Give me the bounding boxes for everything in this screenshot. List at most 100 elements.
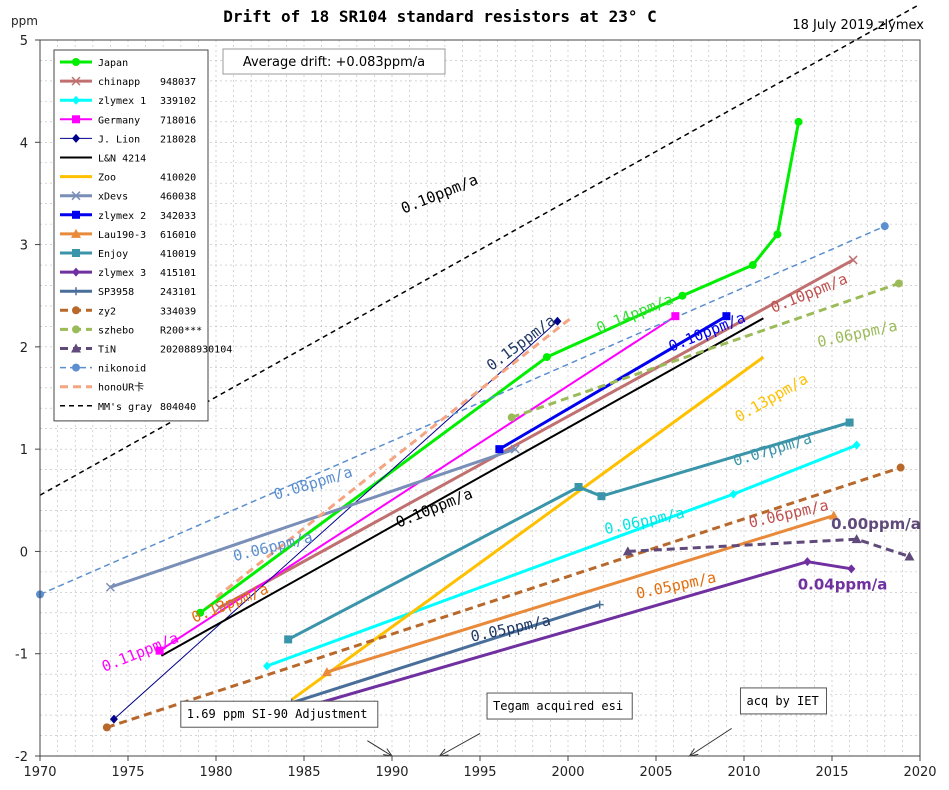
legend-code: 342033: [160, 211, 196, 222]
data-point: [748, 261, 757, 270]
legend-entry: Germany 718016: [60, 115, 196, 126]
data-point: [794, 117, 803, 126]
arrow-head: [688, 748, 699, 757]
x-tick-label: 2010: [727, 765, 760, 780]
legend-name: TiN: [98, 345, 116, 356]
data-point: [880, 222, 889, 231]
data-point: [803, 557, 812, 567]
legend-entry: SP3958 243101: [60, 287, 196, 298]
data-point: [214, 603, 225, 613]
data-point: [678, 291, 687, 300]
annotation: 1.69 ppm SI-90 Adjustment: [180, 700, 394, 757]
legend-name: SP3958: [98, 287, 134, 298]
legend-entry: TiN 202088930104: [60, 343, 232, 356]
rate-label: 0.06ppm/a: [603, 504, 686, 539]
series-line-0: [199, 121, 801, 615]
y-tick-label: -1: [15, 648, 28, 663]
legend-name: J. Lion: [98, 134, 140, 145]
y-tick-label: 5: [20, 34, 28, 49]
legend-marker: [72, 363, 80, 372]
legend-name: Japan: [98, 58, 128, 69]
legend-entry: zlymex 1 339102: [60, 95, 196, 107]
data-point: [851, 534, 862, 544]
legend-entry: xDevs 460038: [60, 191, 196, 203]
legend-marker: [72, 210, 80, 219]
data-point: [542, 353, 551, 362]
data-point: [105, 582, 115, 592]
data-point: [848, 255, 858, 265]
legend-entry: J. Lion 218028: [60, 133, 196, 145]
legend-marker: [72, 133, 80, 143]
x-tick-label: 1975: [111, 765, 144, 780]
average-drift-box: Average drift: +0.083ppm/a: [222, 48, 446, 75]
annotation-box: [486, 692, 633, 720]
average-drift-text: Average drift: +0.083ppm/a: [243, 55, 425, 70]
annotations: 1.69 ppm SI-90 Adjustment Tegam acquired …: [180, 687, 827, 757]
x-tick-label: 2000: [551, 765, 584, 780]
y-tick-label: -2: [15, 750, 28, 765]
legend-code: 218028: [160, 134, 196, 145]
data-point: [102, 723, 111, 732]
series-line-13: [106, 466, 902, 729]
legend-code: 460038: [160, 192, 196, 203]
series-line-5: [160, 317, 764, 657]
legend-code: 948037: [160, 77, 196, 88]
legend-entry: szhebo R200***: [60, 325, 202, 336]
x-tick-label: 2005: [639, 765, 672, 780]
data-point: [597, 492, 606, 501]
chart-subtitle: 18 July 2019 zlymex: [792, 18, 924, 33]
annotation: acq by IET: [688, 687, 827, 757]
data-point: [507, 413, 516, 422]
legend-entry: zy2 334039: [60, 306, 196, 317]
y-tick-label: 0: [20, 545, 28, 560]
legend-entry: Japan: [60, 58, 128, 69]
series-line-15: [627, 537, 910, 558]
legend-marker: [72, 115, 80, 124]
legend-name: chinapp: [98, 77, 140, 88]
x-tick-label: 2015: [815, 765, 848, 780]
data-point: [553, 316, 562, 326]
data-point: [671, 312, 680, 321]
data-point: [904, 551, 915, 561]
legend-code: 243101: [160, 287, 196, 298]
data-point: [510, 444, 520, 454]
legend-entry: nikonoid: [60, 363, 146, 375]
y-tick-label: 3: [20, 239, 28, 254]
legend-code: 410020: [160, 173, 196, 184]
legend-code: 616010: [160, 230, 196, 241]
legend-code: 410019: [160, 249, 196, 260]
y-tick-label: 4: [20, 136, 28, 151]
legend-code: 339102: [160, 96, 196, 107]
rate-label: 0.07ppm/a: [731, 429, 814, 470]
legend-entry: zlymex 3 415101: [60, 267, 196, 279]
legend-name: nikonoid: [98, 364, 146, 375]
data-point: [574, 482, 583, 491]
legend-marker: [72, 287, 80, 296]
legend-code: 334039: [160, 306, 196, 317]
rate-label: 0.10ppm/a: [398, 170, 480, 217]
legend-code: 415101: [160, 268, 196, 279]
annotation-text: Tegam acquired esi: [493, 699, 623, 713]
x-tick-label: 1990: [375, 765, 408, 780]
annotation-arrow: [367, 740, 393, 757]
series-line-1: [218, 258, 854, 610]
legend-entry: chinapp 948037: [60, 76, 196, 88]
series-line-18: [39, 3, 921, 496]
legend-entry: Lau190-3 616010: [60, 228, 196, 241]
annotation-arrow: [689, 727, 732, 757]
legend-name: zlymex 1: [98, 96, 146, 107]
annotation-arrow: [439, 733, 481, 757]
data-point: [595, 600, 604, 609]
legend-entry: Enjoy 410019: [60, 249, 196, 260]
data-point: [852, 440, 861, 450]
legend-marker: [72, 267, 80, 277]
legend-marker: [71, 191, 81, 201]
rate-label: 0.06ppm/a: [747, 496, 830, 532]
data-point: [894, 279, 903, 288]
legend-name: L&N 4214: [98, 154, 146, 165]
legend-code: R200***: [160, 325, 202, 336]
series-line-10: [287, 421, 851, 641]
chart-title: Drift of 18 SR104 standard resistors at …: [223, 7, 656, 26]
data-point: [109, 714, 118, 724]
legend-name: Lau190-3: [98, 230, 146, 241]
